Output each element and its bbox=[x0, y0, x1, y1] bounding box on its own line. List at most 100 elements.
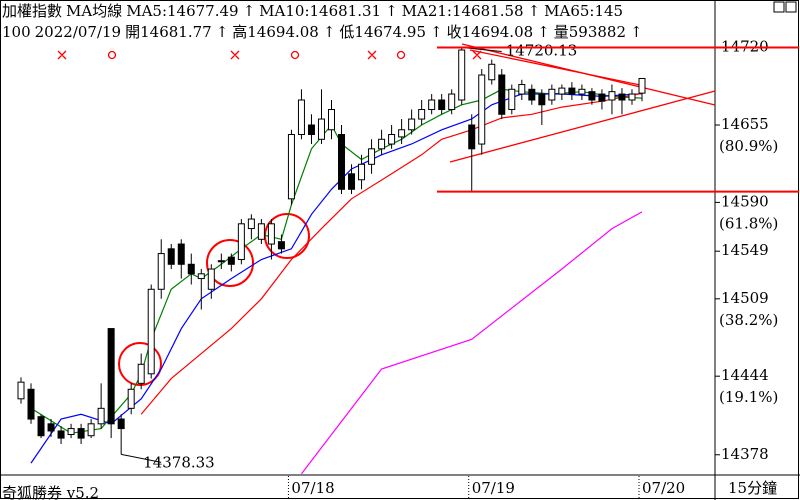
candle-body bbox=[388, 134, 396, 145]
candle-body bbox=[317, 118, 325, 140]
candle-body bbox=[428, 99, 436, 111]
candle-body bbox=[398, 129, 406, 138]
y-tick-label: 14444 bbox=[721, 366, 769, 384]
bar-info: 量593882 bbox=[554, 23, 626, 41]
candle-body bbox=[508, 88, 516, 111]
candle-body bbox=[358, 163, 366, 181]
candle-body bbox=[578, 88, 586, 95]
candle-body bbox=[127, 388, 135, 409]
candle-body bbox=[257, 223, 265, 240]
y-tick-label: 14509 bbox=[721, 289, 769, 307]
candle-body bbox=[197, 273, 205, 280]
candle-body bbox=[328, 109, 335, 131]
candle-body bbox=[177, 243, 185, 265]
sell-marker bbox=[57, 50, 482, 60]
bar-info: 開14681.77 bbox=[125, 23, 212, 41]
info-arrow: ↑ bbox=[430, 23, 443, 41]
annotation-leader bbox=[121, 453, 162, 463]
candle-body bbox=[438, 99, 446, 111]
candle-body bbox=[568, 87, 576, 95]
candle-body bbox=[297, 99, 305, 136]
candle-body bbox=[207, 268, 215, 290]
plot-area: 14720.13 14378.33 bbox=[17, 41, 646, 475]
candle-body bbox=[237, 223, 245, 261]
candle-body bbox=[37, 416, 45, 437]
candle-body bbox=[338, 134, 346, 190]
candle-body bbox=[117, 418, 125, 430]
candle-body bbox=[548, 88, 556, 101]
candle-body bbox=[77, 428, 85, 439]
y-tick-label: 14378 bbox=[721, 445, 769, 463]
candle-body bbox=[418, 109, 426, 120]
fib-label: (19.1%) bbox=[719, 388, 778, 406]
candle-body bbox=[638, 77, 646, 94]
bar-info: 100 bbox=[2, 23, 31, 41]
bar-info: 高14694.08 bbox=[232, 23, 319, 41]
highlight-circle bbox=[118, 342, 162, 386]
info-arrow: ↑ bbox=[537, 23, 550, 41]
header: 加權指數 MA均線 MA5:14677.49 ↑ MA10:14681.31 ↑ MA21:… bbox=[2, 2, 643, 41]
ma-arrow: ↑ bbox=[385, 2, 398, 20]
toolbar-icon[interactable] bbox=[785, 1, 797, 13]
candle-body bbox=[227, 256, 235, 265]
highlight-circle bbox=[206, 239, 254, 287]
toolbar-icon[interactable] bbox=[773, 1, 785, 13]
ma-arrow: ↑ bbox=[243, 2, 256, 20]
candle-body bbox=[408, 118, 416, 131]
candle-body bbox=[348, 173, 356, 190]
signal-markers bbox=[57, 50, 482, 60]
fib-label: (80.9%) bbox=[719, 137, 778, 155]
trend-line bbox=[449, 90, 716, 163]
candle-body bbox=[107, 328, 115, 425]
buy-marker bbox=[396, 50, 406, 60]
period-label: 15分鐘 bbox=[728, 479, 777, 497]
candle-body bbox=[538, 93, 546, 106]
x-tick-label: 07/19 bbox=[472, 479, 515, 497]
app-name: 奇狐勝券 v5.2 bbox=[2, 484, 99, 500]
candle-body bbox=[618, 93, 626, 101]
fib-label: (61.8%) bbox=[719, 214, 778, 232]
y-tick-label: 14590 bbox=[721, 192, 769, 210]
trend-lines bbox=[449, 43, 716, 163]
bar-info: 2022/07/19 bbox=[35, 23, 121, 41]
info-arrow: ↑ bbox=[630, 23, 643, 41]
candle-body bbox=[267, 223, 275, 245]
candle-body bbox=[368, 148, 376, 165]
candle-body bbox=[458, 49, 466, 101]
y-tick-label: 14655 bbox=[721, 115, 769, 133]
info-arrow: ↑ bbox=[323, 23, 336, 41]
candle-body bbox=[628, 93, 636, 101]
x-tick-label: 07/18 bbox=[291, 479, 334, 497]
candle-body bbox=[287, 134, 295, 200]
fib-label: (38.2%) bbox=[719, 311, 778, 329]
candle-body bbox=[498, 74, 506, 115]
candle-body bbox=[518, 84, 526, 95]
candle-body bbox=[167, 248, 175, 265]
ma-line bbox=[301, 211, 643, 475]
indicator-subtitle: MA均線 bbox=[66, 2, 122, 20]
highlight-circle bbox=[264, 213, 310, 259]
candle-body bbox=[87, 423, 95, 437]
candle-body bbox=[528, 88, 536, 101]
candle-body bbox=[608, 91, 616, 101]
buy-marker bbox=[107, 50, 117, 60]
ma-arrow: ↑ bbox=[528, 2, 541, 20]
candle-body bbox=[27, 388, 35, 420]
candle-body bbox=[97, 407, 105, 425]
bar-info: 低14674.95 bbox=[339, 23, 426, 41]
ma-legend: MA65:145 bbox=[544, 2, 623, 20]
candle-body bbox=[137, 363, 145, 384]
candle-body bbox=[217, 260, 225, 263]
candle-body bbox=[67, 428, 75, 436]
candle-body bbox=[448, 93, 456, 111]
x-tick-label: 07/20 bbox=[642, 479, 685, 497]
info-arrow: ↑ bbox=[216, 23, 229, 41]
candle-body bbox=[187, 263, 195, 275]
candle-body bbox=[147, 288, 155, 375]
ma-legend: MA10:14681.31 bbox=[259, 2, 381, 20]
ma-legend: MA21:14681.58 bbox=[402, 2, 524, 20]
indicator-title: 加權指數 bbox=[2, 2, 62, 20]
